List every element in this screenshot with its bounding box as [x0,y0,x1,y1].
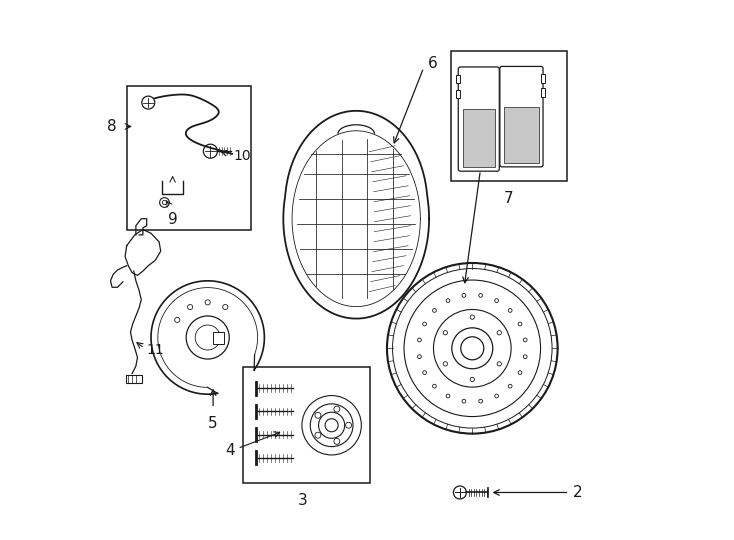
Text: 3: 3 [297,493,308,508]
Bar [456,75,460,83]
Text: 11: 11 [147,343,164,357]
Bar [451,51,567,181]
Text: 6: 6 [427,56,437,71]
Bar [504,107,539,163]
Text: 2: 2 [573,485,583,500]
Text: 10: 10 [233,148,251,163]
Text: 5: 5 [208,416,218,431]
Bar [456,90,460,98]
Bar [541,88,545,97]
Text: 7: 7 [504,191,514,206]
Bar [214,332,224,345]
Bar [126,375,142,383]
Bar [462,109,495,167]
Bar [541,74,545,83]
FancyBboxPatch shape [458,67,499,171]
FancyBboxPatch shape [500,66,543,167]
Bar [243,367,370,483]
Bar [127,86,251,230]
Circle shape [454,486,466,499]
Circle shape [142,96,155,109]
Text: 1: 1 [484,159,494,174]
Text: 9: 9 [168,212,178,227]
Text: 8: 8 [107,119,117,134]
Text: 4: 4 [225,443,235,458]
